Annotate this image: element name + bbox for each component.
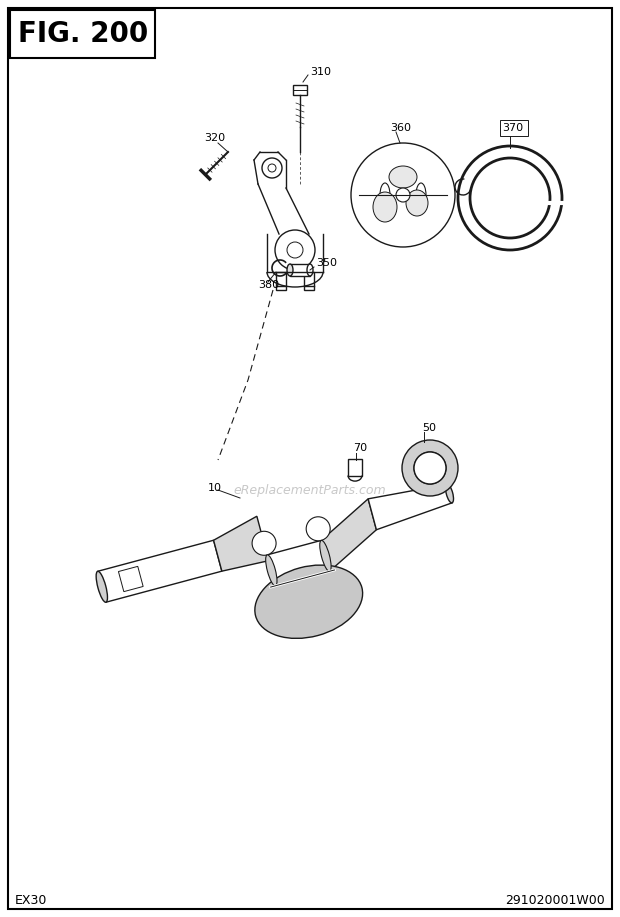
Ellipse shape — [307, 264, 313, 276]
Circle shape — [262, 158, 282, 178]
Ellipse shape — [446, 484, 453, 503]
Polygon shape — [368, 484, 452, 530]
Ellipse shape — [255, 565, 363, 638]
Text: 360: 360 — [390, 123, 411, 133]
Circle shape — [306, 517, 330, 541]
Wedge shape — [402, 440, 458, 496]
Polygon shape — [118, 567, 143, 591]
Text: 320: 320 — [204, 133, 225, 143]
Ellipse shape — [287, 264, 293, 276]
Circle shape — [252, 531, 276, 556]
Circle shape — [275, 230, 315, 270]
Text: 70: 70 — [353, 443, 367, 453]
Text: FIG. 200: FIG. 200 — [18, 20, 148, 48]
Ellipse shape — [389, 166, 417, 188]
Polygon shape — [267, 540, 330, 586]
Ellipse shape — [406, 190, 428, 216]
Ellipse shape — [373, 192, 397, 222]
Ellipse shape — [266, 555, 277, 586]
Ellipse shape — [96, 571, 107, 602]
Ellipse shape — [320, 540, 331, 571]
Text: 380: 380 — [258, 280, 279, 290]
Text: eReplacementParts.com: eReplacementParts.com — [234, 483, 386, 496]
Text: 310: 310 — [310, 67, 331, 77]
Ellipse shape — [416, 183, 426, 207]
Text: 291020001W00: 291020001W00 — [505, 893, 605, 907]
Polygon shape — [348, 459, 362, 476]
Circle shape — [414, 452, 446, 484]
Polygon shape — [213, 516, 268, 571]
Polygon shape — [293, 85, 307, 95]
Polygon shape — [98, 540, 222, 602]
Circle shape — [351, 143, 455, 247]
Ellipse shape — [380, 183, 390, 207]
Polygon shape — [321, 499, 376, 571]
Text: EX30: EX30 — [15, 893, 47, 907]
Text: 350: 350 — [316, 258, 337, 268]
Circle shape — [396, 188, 410, 202]
Text: 50: 50 — [422, 423, 436, 433]
Text: 10: 10 — [208, 483, 222, 493]
Text: 370: 370 — [502, 123, 523, 133]
Polygon shape — [290, 264, 310, 276]
